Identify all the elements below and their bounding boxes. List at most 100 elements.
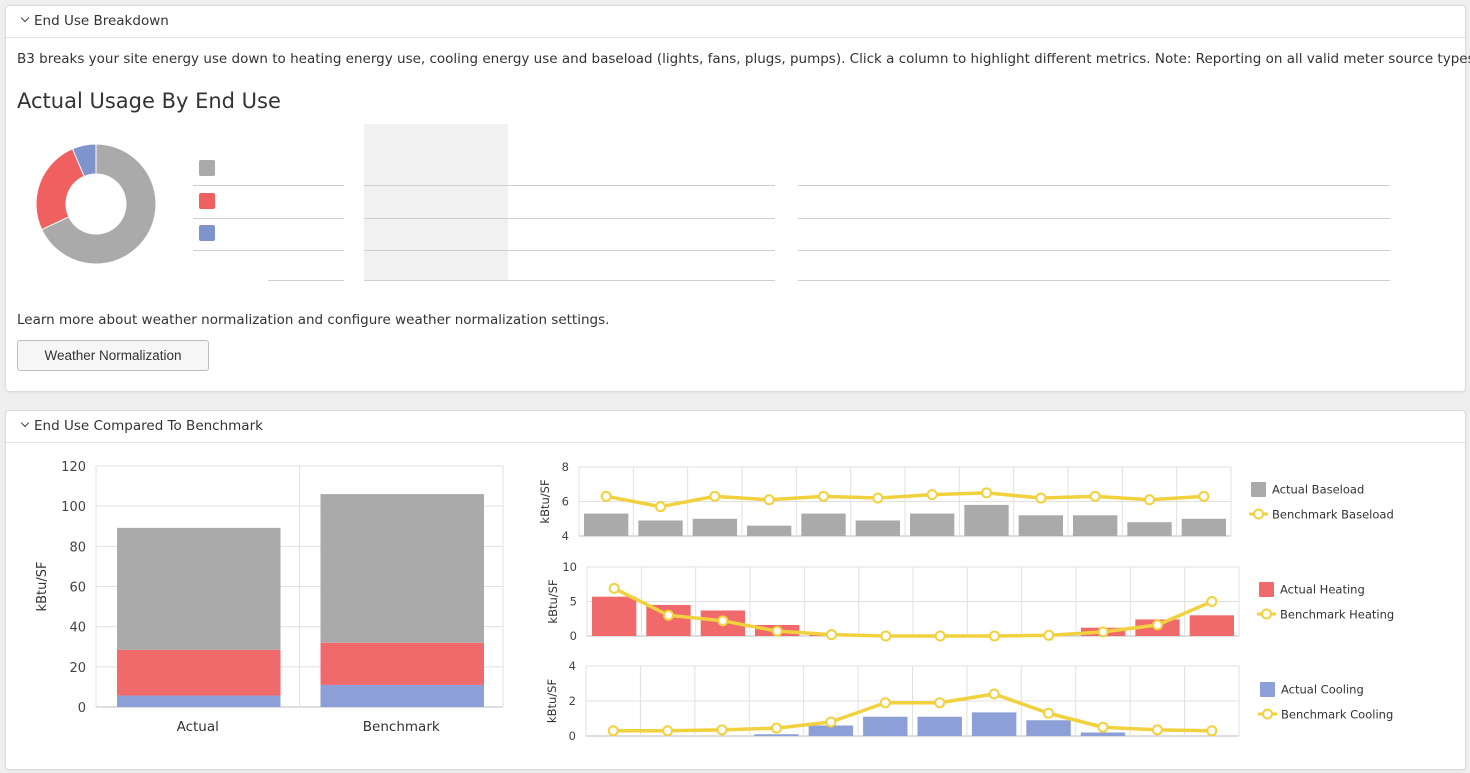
row-divider [364,218,775,219]
benchmark-point[interactable] [771,625,783,637]
weather-normalization-button[interactable]: Weather Normalization [17,340,209,371]
y-tick-label: 0 [569,729,576,743]
benchmark-point[interactable] [872,492,884,504]
row-divider [798,280,1390,281]
bar-actual-heating[interactable] [1189,615,1234,636]
end-use-donut-chart[interactable] [26,134,166,274]
benchmark-point[interactable] [1152,619,1163,631]
y-tick-label: 0 [78,701,86,716]
bar-actual-cooling[interactable] [971,712,1017,736]
bar-actual-cooling[interactable] [754,734,799,736]
benchmark-point[interactable] [600,490,612,502]
bar-actual-baseload[interactable] [747,525,792,536]
benchmark-point[interactable] [655,501,666,513]
chevron-down-icon[interactable] [20,418,30,428]
bar-baseload[interactable] [117,527,281,650]
benchmark-point[interactable] [717,615,729,627]
legend-swatch [199,160,215,176]
bar-actual-cooling[interactable] [1080,732,1126,737]
benchmark-point[interactable] [1043,629,1055,641]
bar-actual-baseload[interactable] [1073,515,1118,536]
panel-header[interactable]: End Use Compared To Benchmark [6,411,1465,443]
row-divider [798,185,1390,186]
donut-slice-cooling[interactable] [71,143,97,178]
benchmark-point[interactable] [880,630,892,642]
benchmark-point[interactable] [770,722,782,734]
bar-heating[interactable] [320,642,485,685]
bar-actual-baseload[interactable] [1181,518,1226,536]
bar-actual-baseload[interactable] [1018,515,1063,536]
bar-actual-cooling[interactable] [917,716,962,736]
end-use-benchmark-panel: End Use Compared To Benchmark 0 20 40 60 80 1… [5,410,1466,770]
legend-label: Actual Heating [1280,583,1365,597]
benchmark-point[interactable] [608,582,620,594]
y-tick-label: 100 [61,500,86,515]
bar-actual-baseload[interactable] [638,520,683,536]
benchmark-point[interactable] [1035,492,1047,504]
benchmark-point[interactable] [763,494,775,506]
bar-actual-baseload[interactable] [584,513,629,536]
y-axis-label: kBtu/SF [35,562,50,612]
benchmark-point[interactable] [1198,490,1210,502]
bar-actual-baseload[interactable] [801,513,846,536]
benchmark-point[interactable] [981,487,992,499]
chevron-down-icon[interactable] [20,13,30,23]
y-tick-label: 20 [69,661,86,676]
bar-cooling[interactable] [320,684,485,707]
panel-title: End Use Compared To Benchmark [34,418,263,434]
benchmark-point[interactable] [1089,490,1101,502]
benchmark-point[interactable] [607,725,619,737]
bar-actual-baseload[interactable] [1127,522,1172,536]
benchmark-point[interactable] [1043,707,1055,719]
bar-actual-cooling[interactable] [863,716,908,736]
benchmark-point[interactable] [934,697,946,709]
donut-slice-baseload[interactable] [41,143,157,265]
y-tick-label: 0 [570,629,577,643]
row-divider [193,218,344,219]
bar-actual-cooling[interactable] [808,725,854,737]
x-category-label: Benchmark [363,719,440,735]
bar-cooling[interactable] [117,695,281,707]
bar-actual-baseload[interactable] [855,520,900,536]
y-tick-label: 4 [562,529,569,543]
row-divider [364,280,775,281]
bar-actual-cooling[interactable] [1026,720,1071,736]
benchmark-point[interactable] [1206,725,1218,737]
bar-actual-baseload[interactable] [692,518,737,536]
benchmark-point[interactable] [926,489,938,501]
benchmark-point[interactable] [716,724,728,736]
benchmark-point[interactable] [1206,596,1218,607]
panel-header[interactable]: End Use Breakdown [6,6,1465,38]
benchmark-point[interactable] [662,725,674,737]
benchmark-point[interactable] [825,716,837,728]
benchmark-point[interactable] [988,688,1000,700]
y-axis-label: kBtu/SF [538,479,552,523]
benchmark-point[interactable] [1097,626,1109,638]
benchmark-point[interactable] [1144,494,1155,506]
donut-slice-heating[interactable] [35,148,85,231]
benchmark-point[interactable] [934,630,946,642]
benchmark-point[interactable] [818,490,829,502]
row-divider [364,185,775,186]
benchmark-line [613,586,1213,638]
x-category-label: Actual [177,719,219,735]
bar-baseload[interactable] [320,494,485,643]
bar-actual-heating[interactable] [592,596,637,636]
benchmark-point[interactable] [709,490,721,502]
bar-actual-baseload[interactable] [910,513,955,536]
benchmark-point[interactable] [663,609,674,621]
benchmark-point[interactable] [826,629,837,641]
benchmark-point[interactable] [879,697,891,709]
end-use-breakdown-panel: End Use Breakdown B3 breaks your site en… [5,5,1470,392]
legend-marker [1261,608,1272,620]
benchmark-point[interactable] [989,630,1000,642]
y-tick-label: 120 [61,460,86,475]
bar-heating[interactable] [117,649,281,696]
highlighted-column [364,124,508,281]
bar-actual-baseload[interactable] [964,504,1009,536]
y-tick-label: 8 [562,460,569,474]
legend-label: Actual Cooling [1281,683,1364,697]
benchmark-point[interactable] [1151,724,1163,736]
benchmark-point[interactable] [1097,721,1109,733]
